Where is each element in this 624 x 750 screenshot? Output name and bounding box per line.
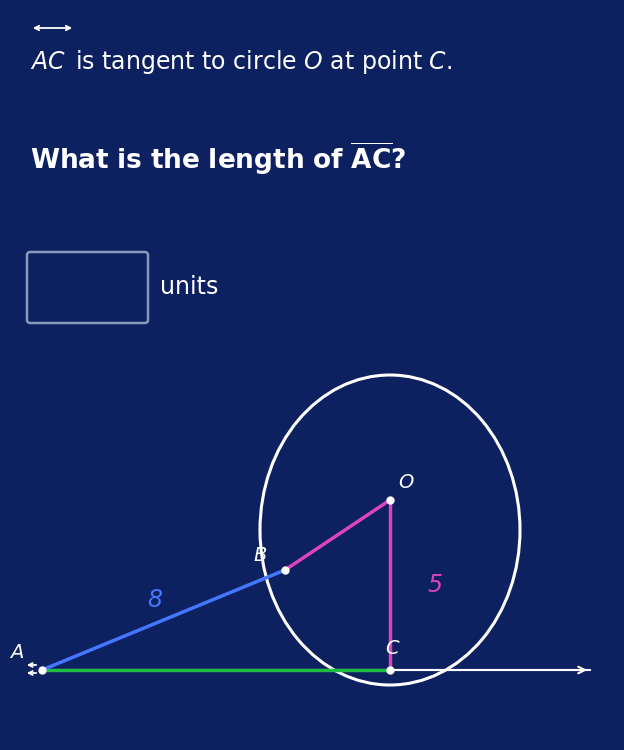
Text: $A$: $A$ — [9, 643, 24, 662]
Text: $O$: $O$ — [398, 473, 414, 492]
Text: $\mathit{AC}$$\,$ is tangent to circle $\mathit{O}$ at point $\mathit{C}$.: $\mathit{AC}$$\,$ is tangent to circle $… — [30, 48, 452, 76]
Text: $C$: $C$ — [385, 639, 401, 658]
FancyBboxPatch shape — [27, 252, 148, 323]
Text: 8: 8 — [147, 588, 162, 612]
Text: $B$: $B$ — [253, 546, 267, 565]
Text: units: units — [160, 275, 218, 299]
Text: $\mathbf{What\ is\ the\ length\ of\ }\mathbf{\overline{AC}}$$\mathbf{?}$: $\mathbf{What\ is\ the\ length\ of\ }\ma… — [30, 140, 406, 176]
Text: 5: 5 — [427, 573, 442, 597]
